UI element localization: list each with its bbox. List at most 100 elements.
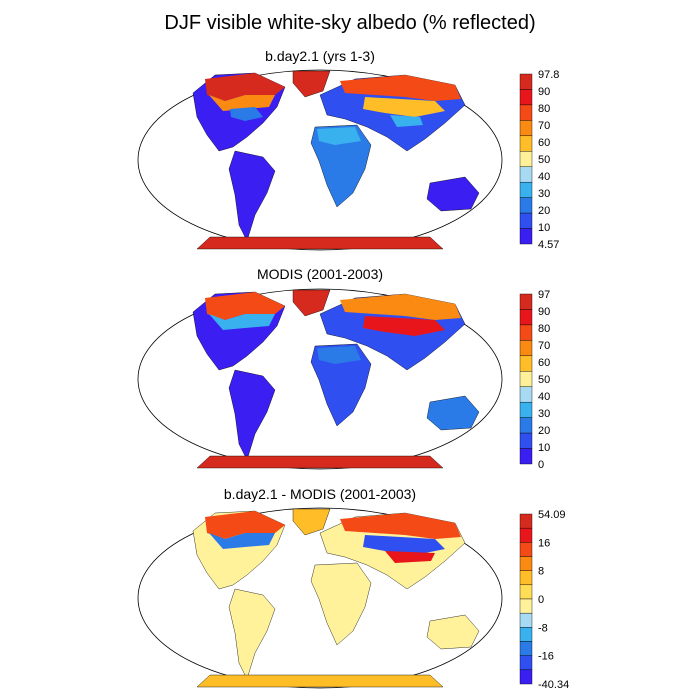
colorbar-boxes bbox=[519, 513, 533, 685]
colorbar-box bbox=[519, 641, 533, 656]
colorbar-box bbox=[519, 181, 533, 198]
colorbar-label: 54.09 bbox=[538, 510, 566, 521]
colorbar-box bbox=[519, 73, 533, 90]
map-outline bbox=[137, 288, 503, 470]
colorbar-label: 10 bbox=[538, 222, 550, 234]
colorbar-box bbox=[519, 612, 533, 628]
colorbar-box bbox=[519, 386, 533, 403]
colorbar-label: -40.34 bbox=[538, 679, 569, 690]
panel-3-title: b.day2.1 - MODIS (2001-2003) bbox=[223, 486, 417, 502]
siberia-snow bbox=[340, 75, 461, 101]
colorbar-box bbox=[519, 584, 533, 600]
colorbar-label: 80 bbox=[538, 323, 550, 335]
colorbar-label: -16 bbox=[538, 651, 554, 663]
main-title: DJF visible white-sky albedo (% reflecte… bbox=[164, 12, 536, 34]
antarctica bbox=[196, 455, 444, 469]
colorbar-labels: 97 90 80 70 60 50 40 30 20 10 0 bbox=[538, 290, 550, 470]
sahara-region bbox=[317, 346, 361, 364]
africa bbox=[310, 124, 372, 208]
colorbar-box bbox=[519, 89, 533, 106]
russia-diff bbox=[385, 551, 435, 563]
panel-2-map bbox=[137, 288, 503, 470]
arctic-canada-diff bbox=[205, 511, 285, 539]
colorbar-label: 4.57 bbox=[538, 239, 559, 250]
panel-3-colorbar: 54.09 16 8 0 -8 -16 -40.34 bbox=[519, 510, 569, 690]
colorbar-label: 60 bbox=[538, 357, 550, 369]
siberia-snow bbox=[340, 294, 461, 320]
colorbar-box bbox=[519, 556, 533, 571]
south-america bbox=[228, 588, 276, 680]
colorbar-box bbox=[519, 293, 533, 310]
colorbar-label: 16 bbox=[538, 537, 550, 549]
colorbar-label: 10 bbox=[538, 442, 550, 454]
australia bbox=[426, 614, 480, 650]
colorbar-box bbox=[519, 309, 533, 326]
colorbar-label: 97 bbox=[538, 290, 550, 301]
sahara-region bbox=[317, 127, 361, 145]
colorbar-label: 40 bbox=[538, 171, 550, 183]
colorbar-label: 50 bbox=[538, 154, 550, 166]
colorbar-box bbox=[519, 324, 533, 341]
colorbar-box bbox=[519, 570, 533, 586]
colorbar-label: 90 bbox=[538, 306, 550, 318]
panel-1-colorbar: 97.8 90 80 70 60 50 40 30 20 10 4.57 bbox=[519, 70, 559, 250]
map-outline bbox=[137, 507, 503, 689]
colorbar-box bbox=[519, 228, 533, 245]
colorbar-label: -8 bbox=[538, 622, 548, 634]
colorbar-box bbox=[519, 151, 533, 167]
antarctica bbox=[196, 674, 444, 688]
great-lakes-region bbox=[230, 107, 263, 121]
colorbar-label: 40 bbox=[538, 391, 550, 403]
colorbar-box bbox=[519, 432, 533, 449]
colorbar-box bbox=[519, 166, 533, 183]
colorbar-box bbox=[519, 655, 533, 671]
colorbar-label: 30 bbox=[538, 188, 550, 200]
colorbar-box bbox=[519, 371, 533, 387]
colorbar-box bbox=[519, 104, 533, 121]
colorbar-label: 80 bbox=[538, 103, 550, 115]
colorbar-box bbox=[519, 527, 533, 543]
colorbar-box bbox=[519, 448, 533, 465]
colorbar-box bbox=[519, 513, 533, 529]
greenland bbox=[292, 289, 331, 317]
map-outline bbox=[137, 69, 503, 251]
colorbar-label: 20 bbox=[538, 205, 550, 217]
tibet-region bbox=[390, 115, 423, 127]
africa bbox=[310, 562, 372, 646]
canada-diff bbox=[209, 533, 275, 549]
colorbar-box bbox=[519, 542, 533, 557]
colorbar-box bbox=[519, 669, 533, 685]
australia bbox=[426, 395, 480, 431]
colorbar-box bbox=[519, 417, 533, 434]
colorbar-box bbox=[519, 197, 533, 214]
colorbar-label: 0 bbox=[538, 594, 544, 606]
colorbar-box bbox=[519, 598, 533, 614]
central-asia-mid bbox=[363, 97, 445, 117]
colorbar-labels: 54.09 16 8 0 -8 -16 -40.34 bbox=[538, 510, 569, 690]
colorbar-box bbox=[519, 340, 533, 357]
greenland bbox=[292, 70, 331, 98]
arctic-canada-snow bbox=[205, 292, 285, 320]
canada-mid-albedo bbox=[209, 95, 275, 111]
colorbar-box bbox=[519, 401, 533, 418]
arctic-canada-snow bbox=[205, 73, 285, 101]
colorbar-labels: 97.8 90 80 70 60 50 40 30 20 10 4.57 bbox=[538, 70, 559, 250]
colorbar-boxes bbox=[519, 293, 533, 465]
panel-3-map bbox=[137, 507, 503, 689]
antarctica bbox=[196, 236, 444, 250]
south-america bbox=[228, 150, 276, 242]
australia bbox=[426, 176, 480, 212]
colorbar-box bbox=[519, 212, 533, 229]
central-asia-diff bbox=[363, 535, 445, 555]
panel-2-title: MODIS (2001-2003) bbox=[256, 266, 384, 282]
colorbar-label: 70 bbox=[538, 120, 550, 132]
colorbar-box bbox=[519, 120, 533, 137]
colorbar-boxes bbox=[519, 73, 533, 245]
colorbar-label: 90 bbox=[538, 86, 550, 98]
colorbar-box bbox=[519, 135, 533, 152]
colorbar-label: 30 bbox=[538, 408, 550, 420]
panel-1-title: b.day2.1 (yrs 1-3) bbox=[265, 48, 375, 64]
colorbar-label: 60 bbox=[538, 137, 550, 149]
central-asia-mid bbox=[363, 316, 445, 336]
colorbar-box bbox=[519, 355, 533, 372]
